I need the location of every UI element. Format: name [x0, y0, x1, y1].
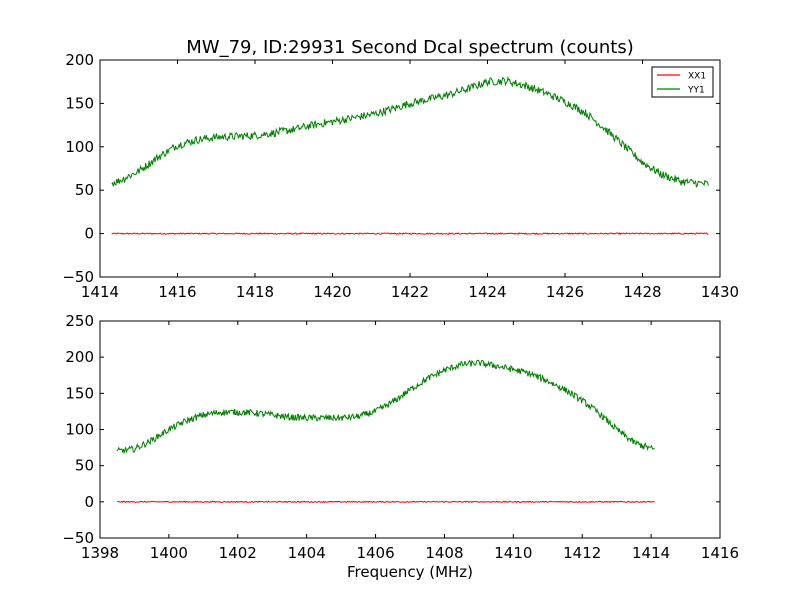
- x-tick-label: 1406: [356, 544, 394, 562]
- x-tick-label: 1420: [313, 283, 351, 301]
- x-tick-label: 1424: [468, 283, 506, 301]
- top-plot: 1414 1416 1418 1420 1422 1424 1426 1428 1430 −50 0…: [62, 51, 739, 301]
- plot-frame: [99, 320, 721, 539]
- legend-label-yy1: YY1: [687, 86, 705, 96]
- chart-title: MW_79, ID:29931 Second Dcal spectrum (co…: [186, 37, 633, 58]
- y-tick-label: 250: [65, 312, 94, 330]
- x-tick-label: 1416: [158, 283, 196, 301]
- y-tick-label: 50: [75, 457, 94, 475]
- x-tick-label: 1414: [632, 544, 670, 562]
- bottom-plot: 1398 1400 1402 1404 1406 1408 1410 1412 1414 1416…: [62, 312, 739, 562]
- series-line-xx1: [117, 500, 655, 504]
- x-tick-label: 1416: [701, 544, 739, 562]
- x-tick-label: 1402: [219, 544, 257, 562]
- x-tick-label: 1404: [288, 544, 326, 562]
- y-tick-label: 100: [65, 421, 94, 439]
- x-tick-label: 1412: [563, 544, 601, 562]
- x-tick-label: 1418: [236, 283, 274, 301]
- plot-frame: [99, 59, 721, 278]
- x-tick-label: 1410: [494, 544, 532, 562]
- x-tick-label: 1430: [701, 283, 739, 301]
- y-tick-label: 200: [65, 348, 94, 366]
- x-tick-label: 1422: [391, 283, 429, 301]
- y-tick-label: 100: [65, 138, 94, 156]
- x-tick-label: 1408: [425, 544, 463, 562]
- y-tick-label: 0: [84, 493, 94, 511]
- legend-box: [651, 66, 714, 98]
- x-tick-label: 1400: [150, 544, 188, 562]
- x-tick-label: 1398: [81, 544, 119, 562]
- x-axis-label: Frequency (MHz): [347, 563, 473, 581]
- y-tick-label: 0: [84, 225, 94, 243]
- y-tick-label: −50: [62, 268, 94, 286]
- y-tick-label: 50: [75, 181, 94, 199]
- y-tick-label: −50: [62, 529, 94, 547]
- legend-label-xx1: XX1: [688, 72, 706, 82]
- y-tick-label: 200: [65, 51, 94, 69]
- y-tick-label: 150: [65, 384, 94, 402]
- x-tick-label: 1414: [81, 283, 119, 301]
- x-tick-label: 1426: [546, 283, 584, 301]
- series-line-yy1: [116, 359, 655, 454]
- series-line-yy1: [111, 75, 709, 188]
- x-tick-label: 1428: [623, 283, 661, 301]
- series-line-xx1: [111, 232, 709, 236]
- y-tick-label: 150: [65, 94, 94, 112]
- legend: XX1 YY1: [651, 66, 714, 98]
